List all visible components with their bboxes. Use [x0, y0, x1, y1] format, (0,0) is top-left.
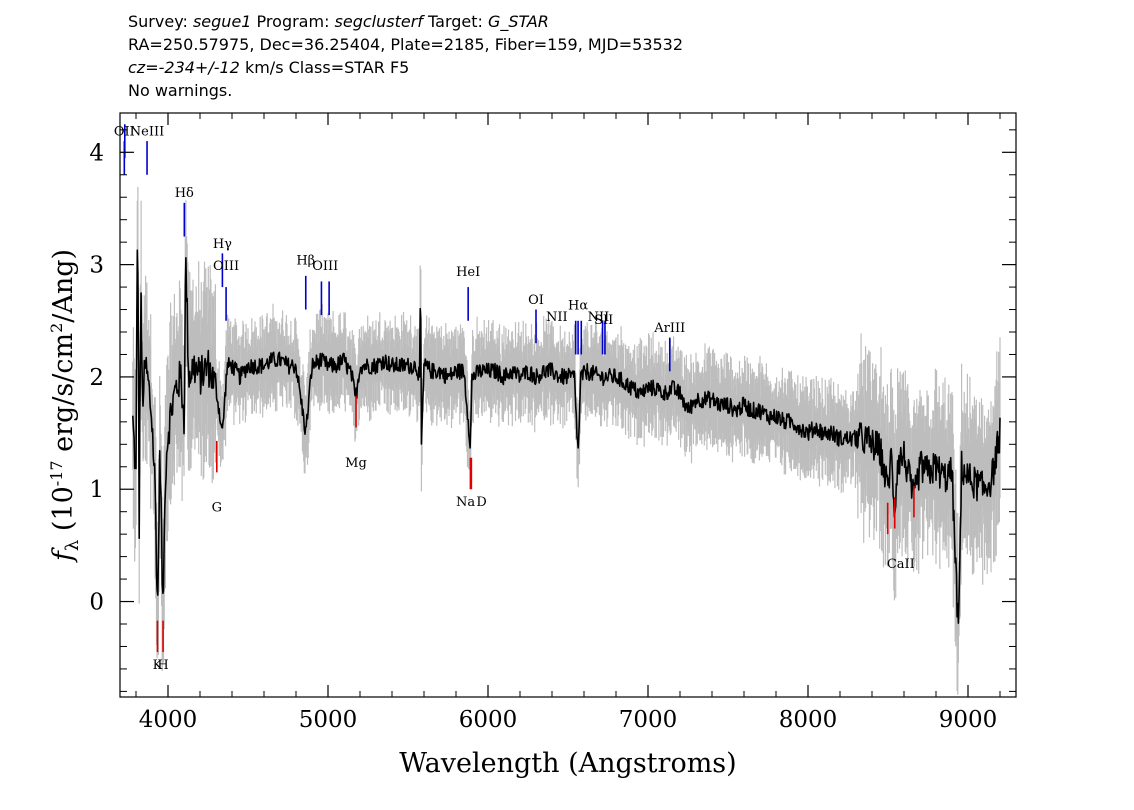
- y-axis-label-units2: erg/s/cm: [48, 333, 79, 461]
- emission-line-label: NII: [546, 310, 568, 325]
- target-value: G_STAR: [488, 12, 549, 31]
- y-axis-label-units: (10: [48, 486, 79, 539]
- survey-value: segue1: [192, 12, 252, 31]
- emission-line-label: OIII: [312, 259, 338, 274]
- emission-line-label: NeIII: [130, 124, 164, 139]
- axis-ticks: 4000 5000 6000 7000 8000 9000 0 1 2 3 4: [89, 113, 1016, 733]
- x-tick-label: 9000: [939, 707, 998, 733]
- y-axis-label-sq: 2: [47, 323, 66, 333]
- program-value: segclusterf: [334, 12, 423, 31]
- y-tick-label: 3: [89, 253, 104, 279]
- header-line-warnings: No warnings.: [128, 81, 233, 100]
- absorption-line-label: Mg: [345, 456, 367, 471]
- emission-line-label: ArIII: [653, 321, 685, 336]
- target-label: Target:: [422, 12, 488, 31]
- absorption-line-label: K: [153, 658, 163, 673]
- cz-label: cz=: [128, 58, 159, 77]
- y-axis-label-f: f: [48, 547, 79, 563]
- absorption-line-label: G: [212, 501, 222, 516]
- emission-line-label: Hδ: [175, 186, 194, 201]
- emission-line-label: OII: [114, 124, 135, 139]
- survey-label: Survey:: [128, 12, 193, 31]
- header-line-redshift: cz=-234+/-12 km/s Class=STAR F5: [128, 56, 683, 79]
- x-tick-label: 5000: [299, 707, 358, 733]
- program-label: Program:: [251, 12, 335, 31]
- flux-line: [132, 249, 1001, 624]
- header-line-coordinates: RA=250.57975, Dec=36.25404, Plate=2185, …: [128, 35, 684, 54]
- y-tick-label: 0: [89, 590, 104, 616]
- absorption-line-label: CaII: [887, 557, 915, 572]
- spectrum-header: Survey: segue1 Program: segclusterf Targ…: [128, 10, 683, 102]
- cz-value: -234+/-12: [158, 58, 240, 77]
- absorption-line-label: H: [157, 658, 168, 673]
- y-axis-label-exp: -17: [47, 460, 66, 486]
- y-axis-label-sub: λ: [62, 540, 83, 551]
- y-axis-label: fλ (10-17 erg/s/cm2/Ang): [47, 249, 83, 563]
- emission-line-label: SII: [594, 313, 613, 328]
- x-tick-label: 4000: [139, 707, 198, 733]
- emission-line-label: HeI: [456, 265, 480, 280]
- emission-line-label: NII: [588, 310, 610, 325]
- x-tick-label: 6000: [459, 707, 518, 733]
- emission-line-label: Hγ: [213, 237, 232, 252]
- spectral-line-markers: [123, 124, 915, 653]
- y-tick-label: 4: [89, 140, 104, 166]
- x-tick-label: 7000: [619, 707, 678, 733]
- y-tick-label: 1: [89, 477, 104, 503]
- absorption-line-label: Na: [456, 495, 475, 510]
- emission-line-label: OI: [528, 293, 544, 308]
- y-axis-label-units3: /Ang): [48, 249, 79, 323]
- absorption-line-label: D: [476, 495, 486, 510]
- x-axis-label: Wavelength (Angstroms): [399, 748, 736, 779]
- emission-line-label: OIII: [213, 259, 239, 274]
- flux-series: [132, 249, 1001, 624]
- plot-frame: [119, 112, 1017, 698]
- emission-line-label: Hβ: [296, 254, 315, 269]
- y-tick-label: 2: [89, 365, 104, 391]
- x-tick-label: 8000: [779, 707, 838, 733]
- emission-line-label: Hα: [568, 299, 588, 314]
- class-info: km/s Class=STAR F5: [239, 58, 410, 77]
- header-line-survey: Survey: segue1 Program: segclusterf Targ…: [128, 10, 683, 33]
